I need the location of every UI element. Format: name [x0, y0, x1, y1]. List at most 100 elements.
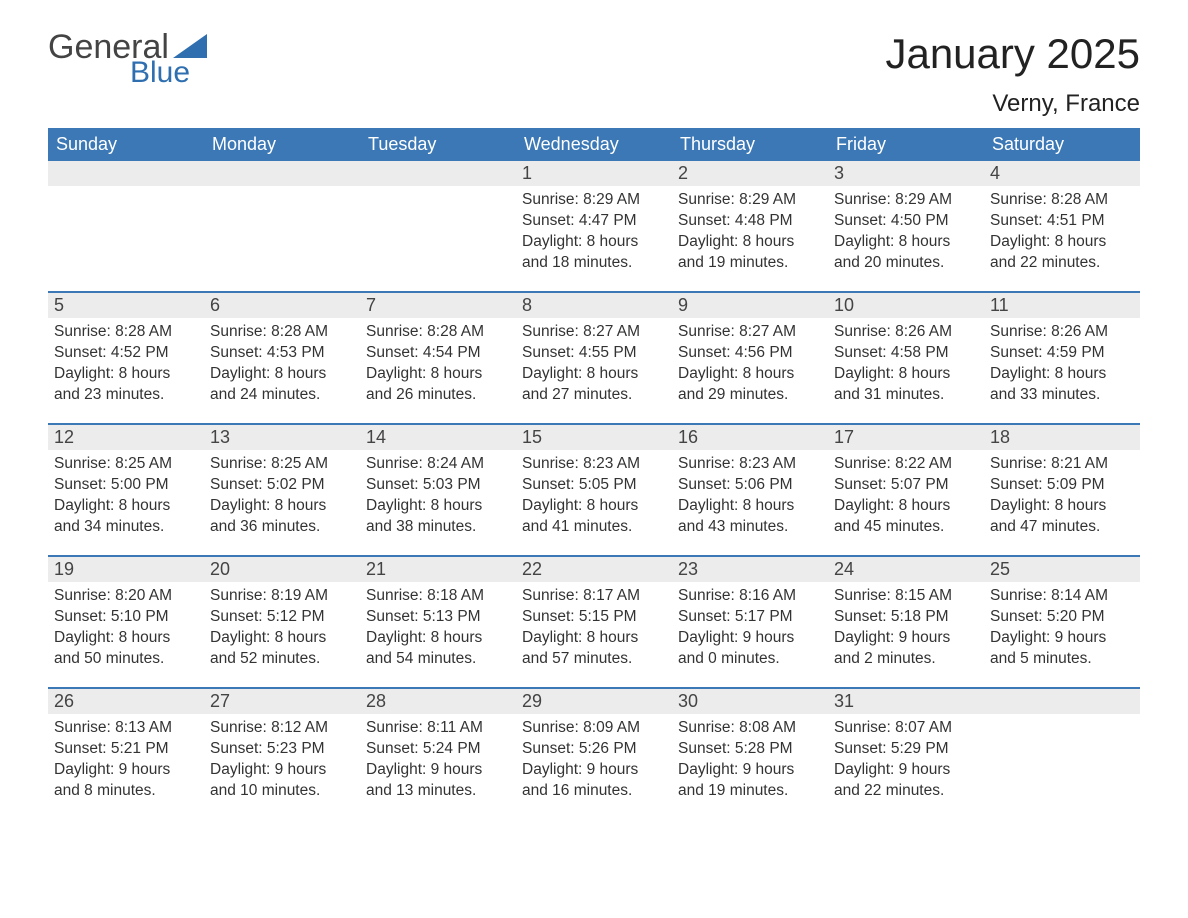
sunset-line: Sunset: 4:50 PM: [834, 211, 978, 232]
day-cell-7: 7Sunrise: 8:28 AMSunset: 4:54 PMDaylight…: [360, 293, 516, 423]
sunset-line: Sunset: 4:47 PM: [522, 211, 666, 232]
calendar: SundayMondayTuesdayWednesdayThursdayFrid…: [48, 128, 1140, 819]
daylight-line: Daylight: 9 hours and 2 minutes.: [834, 628, 978, 670]
sunset-line: Sunset: 5:24 PM: [366, 739, 510, 760]
sunset-line: Sunset: 5:17 PM: [678, 607, 822, 628]
daylight-line: Daylight: 9 hours and 8 minutes.: [54, 760, 198, 802]
sunrise-line: Sunrise: 8:19 AM: [210, 586, 354, 607]
sunrise-line: Sunrise: 8:15 AM: [834, 586, 978, 607]
day-body: Sunrise: 8:27 AMSunset: 4:56 PMDaylight:…: [672, 318, 828, 416]
day-cell-1: 1Sunrise: 8:29 AMSunset: 4:47 PMDaylight…: [516, 161, 672, 291]
day-number: 15: [516, 425, 672, 450]
day-body: Sunrise: 8:28 AMSunset: 4:53 PMDaylight:…: [204, 318, 360, 416]
day-cell-12: 12Sunrise: 8:25 AMSunset: 5:00 PMDayligh…: [48, 425, 204, 555]
day-cell-13: 13Sunrise: 8:25 AMSunset: 5:02 PMDayligh…: [204, 425, 360, 555]
sunrise-line: Sunrise: 8:20 AM: [54, 586, 198, 607]
daylight-line: Daylight: 9 hours and 10 minutes.: [210, 760, 354, 802]
daylight-line: Daylight: 8 hours and 20 minutes.: [834, 232, 978, 274]
day-cell-24: 24Sunrise: 8:15 AMSunset: 5:18 PMDayligh…: [828, 557, 984, 687]
day-body: Sunrise: 8:29 AMSunset: 4:48 PMDaylight:…: [672, 186, 828, 284]
day-number: 28: [360, 689, 516, 714]
daylight-line: Daylight: 8 hours and 34 minutes.: [54, 496, 198, 538]
sunrise-line: Sunrise: 8:11 AM: [366, 718, 510, 739]
day-body: Sunrise: 8:28 AMSunset: 4:54 PMDaylight:…: [360, 318, 516, 416]
weekday-friday: Friday: [828, 128, 984, 161]
day-number: 30: [672, 689, 828, 714]
logo: General Blue: [48, 30, 207, 88]
day-body: Sunrise: 8:23 AMSunset: 5:06 PMDaylight:…: [672, 450, 828, 548]
day-number: 3: [828, 161, 984, 186]
day-cell-4: 4Sunrise: 8:28 AMSunset: 4:51 PMDaylight…: [984, 161, 1140, 291]
sunset-line: Sunset: 4:53 PM: [210, 343, 354, 364]
day-cell-16: 16Sunrise: 8:23 AMSunset: 5:06 PMDayligh…: [672, 425, 828, 555]
day-body: Sunrise: 8:23 AMSunset: 5:05 PMDaylight:…: [516, 450, 672, 548]
day-cell-17: 17Sunrise: 8:22 AMSunset: 5:07 PMDayligh…: [828, 425, 984, 555]
day-number: 2: [672, 161, 828, 186]
day-number-empty: [360, 161, 516, 186]
sunrise-line: Sunrise: 8:23 AM: [678, 454, 822, 475]
day-body: Sunrise: 8:09 AMSunset: 5:26 PMDaylight:…: [516, 714, 672, 812]
daylight-line: Daylight: 8 hours and 47 minutes.: [990, 496, 1134, 538]
day-cell-2: 2Sunrise: 8:29 AMSunset: 4:48 PMDaylight…: [672, 161, 828, 291]
sunset-line: Sunset: 5:03 PM: [366, 475, 510, 496]
logo-word-blue: Blue: [130, 58, 190, 88]
day-body: Sunrise: 8:24 AMSunset: 5:03 PMDaylight:…: [360, 450, 516, 548]
day-body: Sunrise: 8:15 AMSunset: 5:18 PMDaylight:…: [828, 582, 984, 680]
day-cell-31: 31Sunrise: 8:07 AMSunset: 5:29 PMDayligh…: [828, 689, 984, 819]
day-body: Sunrise: 8:13 AMSunset: 5:21 PMDaylight:…: [48, 714, 204, 812]
sunset-line: Sunset: 4:52 PM: [54, 343, 198, 364]
sunset-line: Sunset: 5:09 PM: [990, 475, 1134, 496]
day-cell-10: 10Sunrise: 8:26 AMSunset: 4:58 PMDayligh…: [828, 293, 984, 423]
sunset-line: Sunset: 4:48 PM: [678, 211, 822, 232]
daylight-line: Daylight: 8 hours and 57 minutes.: [522, 628, 666, 670]
sunrise-line: Sunrise: 8:28 AM: [366, 322, 510, 343]
week-row: 19Sunrise: 8:20 AMSunset: 5:10 PMDayligh…: [48, 555, 1140, 687]
sunset-line: Sunset: 5:15 PM: [522, 607, 666, 628]
sunrise-line: Sunrise: 8:29 AM: [834, 190, 978, 211]
sunrise-line: Sunrise: 8:18 AM: [366, 586, 510, 607]
sunset-line: Sunset: 5:26 PM: [522, 739, 666, 760]
daylight-line: Daylight: 9 hours and 16 minutes.: [522, 760, 666, 802]
day-body: Sunrise: 8:16 AMSunset: 5:17 PMDaylight:…: [672, 582, 828, 680]
day-number: 5: [48, 293, 204, 318]
day-body: Sunrise: 8:27 AMSunset: 4:55 PMDaylight:…: [516, 318, 672, 416]
day-body: Sunrise: 8:12 AMSunset: 5:23 PMDaylight:…: [204, 714, 360, 812]
day-number: 4: [984, 161, 1140, 186]
day-number: 24: [828, 557, 984, 582]
day-cell-5: 5Sunrise: 8:28 AMSunset: 4:52 PMDaylight…: [48, 293, 204, 423]
day-cell-empty: [48, 161, 204, 291]
sunrise-line: Sunrise: 8:14 AM: [990, 586, 1134, 607]
day-number: 9: [672, 293, 828, 318]
day-number: 31: [828, 689, 984, 714]
week-row: 12Sunrise: 8:25 AMSunset: 5:00 PMDayligh…: [48, 423, 1140, 555]
sunset-line: Sunset: 5:23 PM: [210, 739, 354, 760]
daylight-line: Daylight: 9 hours and 5 minutes.: [990, 628, 1134, 670]
day-number: 27: [204, 689, 360, 714]
day-number: 16: [672, 425, 828, 450]
sunrise-line: Sunrise: 8:13 AM: [54, 718, 198, 739]
day-body: Sunrise: 8:11 AMSunset: 5:24 PMDaylight:…: [360, 714, 516, 812]
day-body: Sunrise: 8:28 AMSunset: 4:51 PMDaylight:…: [984, 186, 1140, 284]
sunrise-line: Sunrise: 8:29 AM: [522, 190, 666, 211]
sunset-line: Sunset: 5:06 PM: [678, 475, 822, 496]
day-body: Sunrise: 8:29 AMSunset: 4:47 PMDaylight:…: [516, 186, 672, 284]
sunrise-line: Sunrise: 8:24 AM: [366, 454, 510, 475]
day-body: Sunrise: 8:18 AMSunset: 5:13 PMDaylight:…: [360, 582, 516, 680]
day-cell-14: 14Sunrise: 8:24 AMSunset: 5:03 PMDayligh…: [360, 425, 516, 555]
day-cell-9: 9Sunrise: 8:27 AMSunset: 4:56 PMDaylight…: [672, 293, 828, 423]
day-number: 7: [360, 293, 516, 318]
day-body: Sunrise: 8:14 AMSunset: 5:20 PMDaylight:…: [984, 582, 1140, 680]
day-body: Sunrise: 8:29 AMSunset: 4:50 PMDaylight:…: [828, 186, 984, 284]
day-body: Sunrise: 8:26 AMSunset: 4:59 PMDaylight:…: [984, 318, 1140, 416]
day-cell-22: 22Sunrise: 8:17 AMSunset: 5:15 PMDayligh…: [516, 557, 672, 687]
sunset-line: Sunset: 5:07 PM: [834, 475, 978, 496]
day-body: Sunrise: 8:25 AMSunset: 5:02 PMDaylight:…: [204, 450, 360, 548]
sunrise-line: Sunrise: 8:25 AM: [210, 454, 354, 475]
sunset-line: Sunset: 5:12 PM: [210, 607, 354, 628]
weekday-header-row: SundayMondayTuesdayWednesdayThursdayFrid…: [48, 128, 1140, 161]
day-body: Sunrise: 8:07 AMSunset: 5:29 PMDaylight:…: [828, 714, 984, 812]
weekday-monday: Monday: [204, 128, 360, 161]
day-cell-empty: [204, 161, 360, 291]
sunrise-line: Sunrise: 8:29 AM: [678, 190, 822, 211]
daylight-line: Daylight: 9 hours and 19 minutes.: [678, 760, 822, 802]
